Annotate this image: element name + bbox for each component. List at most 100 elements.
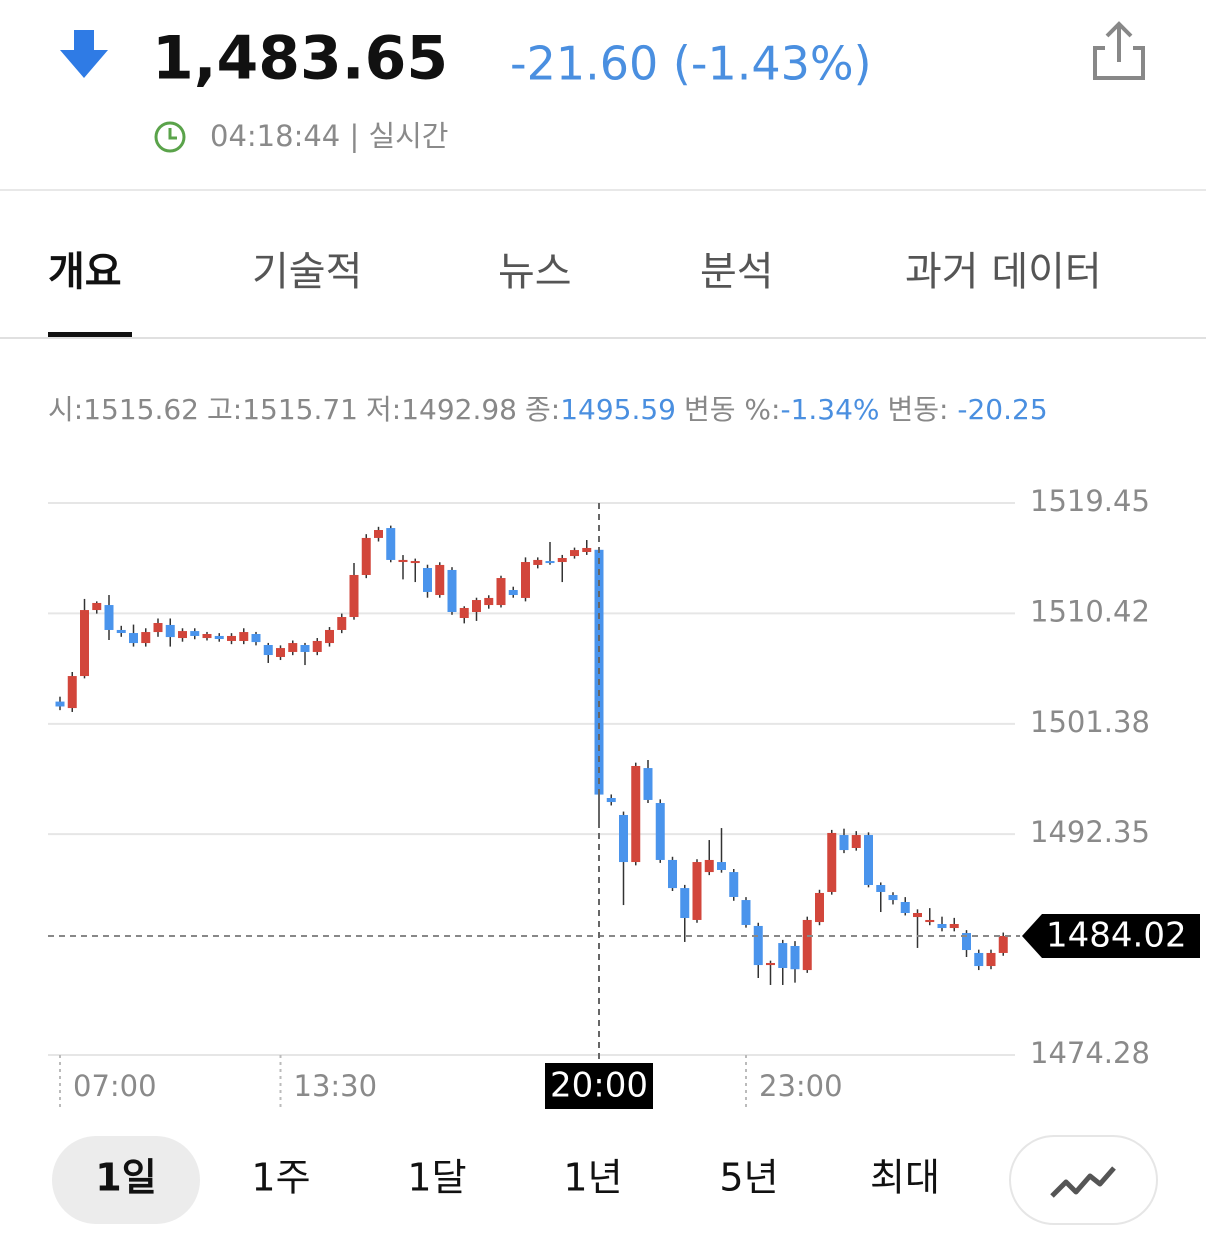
candle-body <box>704 859 714 873</box>
summary-value: 1515.71 <box>242 393 358 426</box>
candle-body <box>717 862 726 870</box>
candle-body <box>251 634 261 643</box>
candle-body <box>655 803 665 860</box>
candle-body <box>202 634 212 639</box>
candle-body <box>729 872 739 897</box>
candle-body <box>508 590 518 596</box>
tab[interactable]: 뉴스 <box>498 249 572 295</box>
range-button[interactable]: 5년 <box>719 1156 778 1200</box>
candle-body <box>92 602 102 611</box>
candle-body <box>790 945 800 970</box>
candle-body <box>374 530 383 538</box>
candle-body <box>104 605 114 630</box>
range-buttons: 1일 1주 1달 1년 5년 최대 <box>52 1136 940 1224</box>
candle-body <box>496 578 506 606</box>
tab[interactable]: 개요 <box>48 249 122 295</box>
tab[interactable]: 분석 <box>700 249 774 295</box>
candle-body <box>386 528 396 560</box>
candle-body <box>900 901 910 913</box>
candle-body <box>349 574 359 618</box>
range-button[interactable]: 1주 <box>251 1156 310 1200</box>
candle-body <box>545 561 555 564</box>
candle-body <box>153 623 163 633</box>
candle-body <box>557 557 567 563</box>
y-tick-label: 1474.28 <box>1030 1036 1150 1070</box>
candle-body <box>325 629 334 644</box>
summary-value: -1.34% <box>780 393 879 426</box>
x-tick-label: 23:00 <box>759 1069 843 1103</box>
candle-body <box>423 568 432 592</box>
candle-body <box>55 701 65 707</box>
clock-hands <box>168 128 177 140</box>
candle-body <box>472 600 481 613</box>
candle-body <box>815 892 824 923</box>
candle-body <box>312 640 322 652</box>
y-tick-label: 1501.38 <box>1030 705 1150 739</box>
candle-body <box>778 943 788 968</box>
candle-body <box>435 564 445 596</box>
candle-body <box>753 925 763 966</box>
candle-body <box>484 597 494 606</box>
summary-label: 고: <box>207 393 242 426</box>
summary: 시:1515.62 고:1515.71 저:1492.98 종:1495.59 변동 %… <box>48 393 1048 426</box>
candle-body <box>361 537 371 575</box>
range-button[interactable]: 1일 <box>95 1156 156 1200</box>
crosshair-label-bg <box>545 1063 653 1109</box>
candle-body <box>888 895 898 901</box>
candle-body <box>447 569 457 613</box>
candle-body <box>570 550 579 557</box>
candle-body <box>692 862 702 920</box>
share-icon[interactable] <box>1093 21 1145 80</box>
candle-body <box>802 919 812 971</box>
candle-body <box>668 859 677 889</box>
candle-body <box>337 617 347 630</box>
candle-body <box>239 632 249 641</box>
crosshair-label: 20:00 <box>550 1066 648 1106</box>
y-tick-label: 1492.35 <box>1030 815 1150 849</box>
y-tick-label: 1519.45 <box>1030 484 1150 518</box>
x-tick-label: 13:30 <box>294 1069 378 1103</box>
candle-body <box>214 635 224 640</box>
candle-body <box>680 888 690 919</box>
candle-body <box>741 900 751 925</box>
candle-body <box>606 798 616 803</box>
candle-body <box>288 643 298 652</box>
candle-body <box>962 933 971 951</box>
tab[interactable]: 과거 데이터 <box>905 249 1102 295</box>
candle-body <box>67 676 77 709</box>
tab[interactable]: 기술적 <box>252 249 362 295</box>
range-button[interactable]: 1달 <box>407 1156 466 1200</box>
candle-body <box>276 648 285 657</box>
candle-body <box>165 624 175 638</box>
candle-body <box>827 832 837 892</box>
candle-body <box>459 607 469 618</box>
candle-body <box>913 912 922 918</box>
candle-body <box>864 835 873 886</box>
x-tick-label: 07:00 <box>73 1069 157 1103</box>
candle-body <box>643 768 653 800</box>
y-tick-label: 1510.42 <box>1030 594 1150 628</box>
time: 04:18:44 | 실시간 <box>210 119 449 153</box>
clock-icon <box>154 121 186 153</box>
candle-body <box>839 835 849 851</box>
candle-body <box>129 633 138 644</box>
range-button[interactable]: 1년 <box>563 1156 622 1200</box>
candle-body <box>582 547 592 553</box>
summary-label: 변동 %: <box>684 393 780 426</box>
summary-label: 종: <box>525 393 560 426</box>
candle-body <box>116 629 126 634</box>
summary-label: 저: <box>366 393 401 426</box>
candle-body <box>300 645 310 652</box>
summary-value: 1515.62 <box>83 393 199 426</box>
candle-body <box>631 765 641 863</box>
tab-underline <box>48 332 132 338</box>
candle-body <box>619 814 628 863</box>
candle-body <box>876 885 886 892</box>
candle-body <box>227 635 236 641</box>
summary-label: 시: <box>48 393 83 426</box>
candle-body <box>949 923 959 929</box>
candle-body <box>998 935 1008 953</box>
range-button[interactable]: 최대 <box>870 1156 940 1200</box>
candle-body <box>766 962 775 966</box>
last-price-flag <box>1022 913 1200 958</box>
